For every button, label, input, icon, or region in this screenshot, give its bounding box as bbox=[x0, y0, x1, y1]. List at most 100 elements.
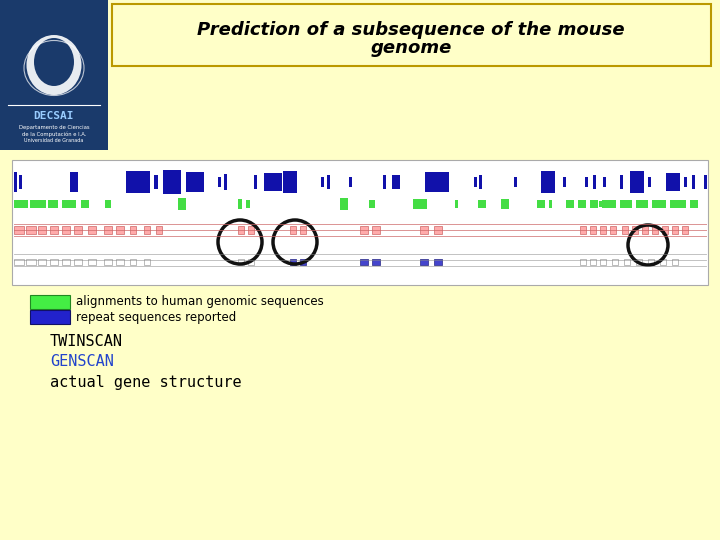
Bar bbox=[624, 259, 630, 265]
Bar bbox=[632, 226, 638, 234]
Bar bbox=[590, 259, 596, 265]
Bar bbox=[630, 171, 644, 193]
Text: Departamento de Ciencias: Departamento de Ciencias bbox=[19, 125, 89, 130]
Bar bbox=[340, 198, 348, 210]
Bar bbox=[662, 226, 668, 234]
Bar bbox=[105, 200, 111, 208]
Bar bbox=[620, 200, 632, 208]
Bar bbox=[0, 0, 108, 150]
Bar bbox=[238, 199, 242, 209]
Bar bbox=[248, 259, 254, 265]
Bar bbox=[413, 199, 427, 209]
Bar bbox=[590, 200, 598, 208]
Bar bbox=[116, 226, 124, 234]
Text: repeat sequences reported: repeat sequences reported bbox=[76, 310, 236, 323]
Bar bbox=[600, 259, 606, 265]
Bar bbox=[372, 226, 380, 234]
Bar bbox=[246, 200, 250, 208]
Bar bbox=[30, 310, 70, 324]
Bar bbox=[420, 259, 428, 265]
Bar bbox=[349, 177, 352, 187]
Bar bbox=[566, 200, 574, 208]
Bar bbox=[652, 200, 666, 208]
Bar bbox=[474, 177, 477, 187]
Bar bbox=[704, 175, 707, 189]
Bar bbox=[420, 226, 428, 234]
Bar bbox=[156, 226, 162, 234]
Bar bbox=[264, 173, 282, 191]
Bar bbox=[670, 200, 686, 208]
Bar bbox=[88, 259, 96, 265]
Bar bbox=[383, 175, 386, 189]
Text: genome: genome bbox=[370, 39, 451, 57]
Bar bbox=[636, 200, 648, 208]
Bar bbox=[144, 259, 150, 265]
Bar bbox=[372, 259, 380, 265]
Bar bbox=[660, 259, 666, 265]
Bar bbox=[178, 198, 186, 210]
Bar bbox=[360, 259, 368, 265]
Bar bbox=[104, 259, 112, 265]
Bar bbox=[30, 200, 46, 208]
Bar bbox=[290, 226, 296, 234]
Bar bbox=[593, 175, 596, 189]
Text: DECSAI: DECSAI bbox=[34, 111, 74, 121]
Bar bbox=[603, 177, 606, 187]
Bar bbox=[642, 226, 648, 234]
Bar bbox=[580, 226, 586, 234]
Bar bbox=[434, 259, 442, 265]
Bar bbox=[434, 259, 442, 265]
Bar bbox=[38, 226, 46, 234]
Bar bbox=[283, 171, 297, 193]
Bar bbox=[62, 200, 76, 208]
Bar bbox=[360, 226, 368, 234]
FancyBboxPatch shape bbox=[112, 4, 711, 66]
Bar bbox=[144, 226, 150, 234]
Bar bbox=[648, 259, 654, 265]
Bar bbox=[434, 226, 442, 234]
Bar bbox=[682, 226, 688, 234]
Bar bbox=[578, 200, 586, 208]
Bar bbox=[186, 172, 204, 192]
Bar bbox=[126, 171, 150, 193]
Bar bbox=[580, 259, 586, 265]
Bar bbox=[537, 200, 545, 208]
Bar bbox=[300, 226, 306, 234]
Bar bbox=[50, 226, 58, 234]
Bar bbox=[609, 201, 612, 207]
Bar bbox=[549, 200, 552, 208]
Bar bbox=[238, 226, 244, 234]
Text: de la Computación e I.A.: de la Computación e I.A. bbox=[22, 131, 86, 137]
Bar bbox=[602, 200, 616, 208]
Bar bbox=[690, 200, 698, 208]
Text: Universidad de Granada: Universidad de Granada bbox=[24, 138, 84, 144]
Bar bbox=[50, 259, 58, 265]
Text: GENSCAN: GENSCAN bbox=[50, 354, 114, 369]
Bar bbox=[425, 172, 449, 192]
Bar bbox=[218, 177, 221, 187]
Bar bbox=[652, 226, 658, 234]
Bar bbox=[590, 226, 596, 234]
Bar bbox=[26, 226, 36, 234]
Bar bbox=[224, 174, 227, 190]
Bar bbox=[563, 177, 566, 187]
Bar bbox=[501, 199, 509, 209]
Bar bbox=[26, 259, 36, 265]
Bar bbox=[620, 175, 623, 189]
Bar bbox=[74, 259, 82, 265]
Bar bbox=[290, 259, 296, 265]
Text: TWINSCAN: TWINSCAN bbox=[50, 334, 123, 349]
Bar bbox=[420, 259, 428, 265]
Bar bbox=[392, 175, 400, 189]
Bar bbox=[622, 226, 628, 234]
Bar bbox=[321, 177, 324, 187]
Bar bbox=[70, 172, 78, 192]
Bar bbox=[30, 295, 70, 309]
Bar bbox=[455, 200, 458, 208]
Bar bbox=[81, 200, 89, 208]
Bar bbox=[672, 226, 678, 234]
Ellipse shape bbox=[34, 38, 74, 86]
Bar bbox=[360, 259, 368, 265]
Bar bbox=[14, 200, 28, 208]
Bar bbox=[88, 226, 96, 234]
